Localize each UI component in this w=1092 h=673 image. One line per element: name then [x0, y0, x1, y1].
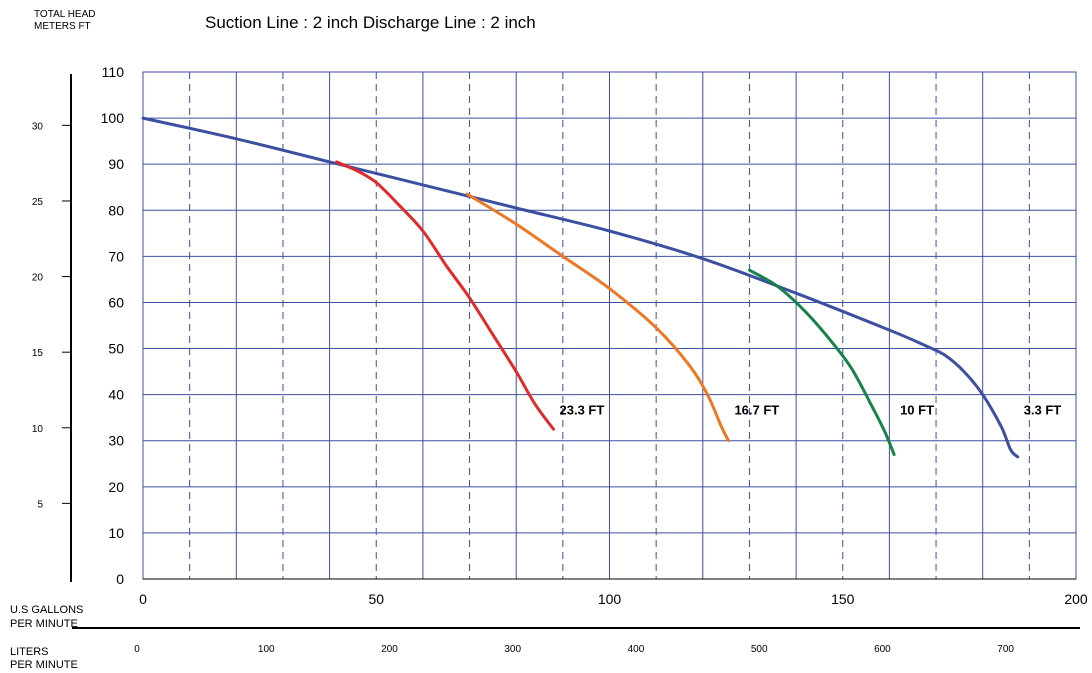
chart-title: Suction Line : 2 inch Discharge Line : 2…: [205, 13, 536, 32]
y-tick-label: 110: [102, 64, 125, 80]
series-line: [465, 192, 730, 443]
series-line: [141, 116, 1020, 459]
meter-tick-label: 15: [32, 348, 44, 359]
y-tick-label: 70: [108, 248, 124, 264]
series-label: 3.3 FT: [1024, 403, 1062, 418]
y-tick-label: 0: [116, 571, 124, 587]
series-labels: 3.3 FT 23.3 FT 16.7 FT 10 FT: [560, 403, 1062, 418]
series-label: 16.7 FT: [734, 403, 779, 418]
series-group: [141, 116, 1020, 459]
y-tick-label: 50: [108, 341, 124, 357]
meter-tick-label: 30: [32, 121, 44, 132]
lpm-tick-label: 500: [751, 644, 768, 655]
series-line: [335, 160, 555, 431]
grid: [142, 71, 1077, 580]
y-tick-label: 40: [108, 387, 124, 403]
x-tick-label: 200: [1064, 591, 1088, 607]
usgpm-title-line1: U.S GALLONS: [10, 604, 83, 616]
series-label: 23.3 FT: [560, 403, 605, 418]
meter-tick-label: 25: [32, 197, 44, 208]
usgpm-title-line2: PER MINUTE: [10, 618, 78, 630]
y-tick-label: 80: [108, 202, 124, 218]
lpm-title-line1: LITERS: [10, 646, 49, 658]
y-tick-label: 20: [108, 479, 124, 495]
series-label: 10 FT: [900, 403, 934, 418]
y-tick-label: 100: [101, 110, 125, 126]
lpm-tick-label: 200: [381, 644, 398, 655]
meter-tick-label: 20: [32, 273, 44, 284]
lpm-title-line2: PER MINUTE: [10, 659, 78, 671]
lpm-tick-label: 700: [997, 644, 1014, 655]
y-tick-label: 10: [108, 525, 124, 541]
series-line: [748, 268, 896, 457]
lpm-tick-label: 100: [258, 644, 275, 655]
x-tick-label: 100: [598, 591, 622, 607]
y-axis-title-line2: METERS FT: [34, 21, 91, 32]
x-ticks: 0 50 100 150 200: [139, 591, 1088, 607]
lpm-ticks: 0 100 200 300 400 500 600 700: [134, 644, 1014, 655]
meter-ticks: 5 10 15 20 25 30: [32, 121, 71, 510]
lpm-tick-label: 300: [504, 644, 521, 655]
x-tick-label: 0: [139, 591, 147, 607]
y-ticks: 0 10 20 30 40 50 60 70 80 90 100 110: [101, 64, 125, 587]
y-tick-label: 60: [108, 294, 124, 310]
x-tick-label: 150: [831, 591, 855, 607]
y-tick-label: 90: [108, 156, 124, 172]
lpm-tick-label: 600: [874, 644, 891, 655]
meter-tick-label: 5: [37, 499, 43, 510]
x-tick-label: 50: [368, 591, 384, 607]
y-tick-label: 30: [108, 433, 124, 449]
lpm-tick-label: 400: [628, 644, 645, 655]
meter-tick-label: 10: [32, 424, 44, 435]
lpm-tick-label: 0: [134, 644, 140, 655]
y-axis-title-line1: TOTAL HEAD: [34, 9, 96, 20]
